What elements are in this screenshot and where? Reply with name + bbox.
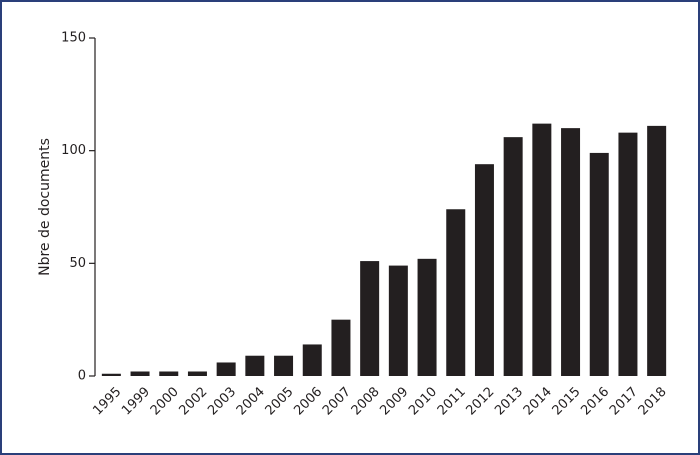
- bar: [618, 132, 638, 376]
- y-tick-label: 100: [61, 143, 86, 158]
- x-tick-label: 2002: [176, 384, 210, 418]
- bar: [302, 344, 322, 376]
- x-tick-label: 2000: [148, 384, 182, 418]
- bar: [245, 355, 265, 376]
- x-tick-label: 2017: [607, 384, 641, 418]
- x-tick-label: 2016: [578, 384, 612, 418]
- y-tick-label: 50: [69, 256, 86, 271]
- bar: [274, 355, 294, 376]
- x-tick-label: 2004: [234, 384, 268, 418]
- bar: [388, 265, 408, 376]
- x-tick-label: 2015: [550, 384, 584, 418]
- bar: [159, 371, 179, 376]
- bar: [474, 164, 494, 376]
- bar: [446, 209, 466, 376]
- x-tick-label: 2012: [463, 384, 497, 418]
- bar: [360, 261, 380, 376]
- y-tick-label: 150: [61, 31, 86, 46]
- bar: [647, 125, 667, 376]
- x-tick-label: 2018: [636, 384, 670, 418]
- bar: [561, 128, 581, 376]
- bar: [187, 371, 207, 376]
- x-tick-label: 2010: [406, 384, 440, 418]
- x-tick-label: 2008: [349, 384, 383, 418]
- x-tick-label: 2006: [291, 384, 325, 418]
- x-tick-label: 2013: [492, 384, 526, 418]
- bar: [503, 137, 523, 376]
- bar: [417, 258, 437, 376]
- x-tick-label: 2005: [263, 384, 297, 418]
- bar: [331, 319, 351, 376]
- x-tick-label: 2009: [377, 384, 411, 418]
- x-tick-label: 1999: [119, 384, 153, 418]
- x-tick-label: 2014: [521, 384, 555, 418]
- bar: [216, 362, 236, 376]
- x-tick-label: 2003: [205, 384, 239, 418]
- x-tick-label: 2011: [435, 384, 469, 418]
- bar: [101, 373, 121, 376]
- bar: [532, 123, 552, 376]
- x-tick-label: 2007: [320, 384, 354, 418]
- bar: [589, 152, 609, 376]
- x-tick-label: 1995: [90, 384, 124, 418]
- y-axis-label: Nbre de documents: [37, 138, 53, 276]
- bar: [130, 371, 150, 376]
- y-tick-label: 0: [78, 369, 86, 384]
